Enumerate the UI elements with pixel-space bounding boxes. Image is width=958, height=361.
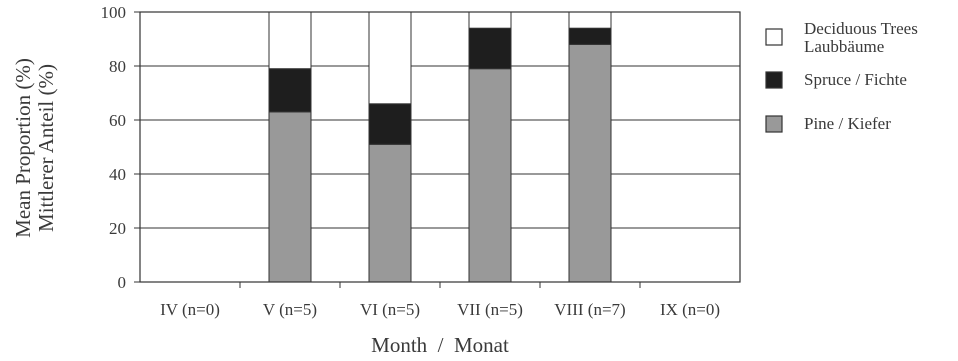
bar-segment (368, 143, 412, 283)
bar-segment (368, 103, 412, 145)
y-tick-label: 0 (118, 273, 127, 292)
gridlines (140, 11, 740, 229)
bar-segment (468, 11, 512, 29)
legend-swatch (765, 115, 783, 133)
y-axis-label-line: Mittlerer Anteil (%) (34, 64, 58, 232)
y-tick-label: 60 (109, 111, 126, 130)
legend-swatch (765, 71, 783, 89)
y-tick-label: 20 (109, 219, 126, 238)
bar-segment (568, 27, 612, 45)
bar-segment (568, 11, 612, 29)
bar-segment (368, 11, 412, 105)
legend-label: Pine / Kiefer (804, 114, 891, 133)
x-tick-label: V (n=5) (263, 300, 317, 319)
bars (268, 11, 612, 283)
y-tick-label: 40 (109, 165, 126, 184)
y-tick-label: 100 (101, 3, 127, 22)
y-axis-label-line: Mean Proportion (%) (11, 58, 35, 238)
x-tick-label: IX (n=0) (660, 300, 720, 319)
x-axis-label: Month / Monat (371, 333, 509, 357)
x-tick-label: VIII (n=7) (554, 300, 625, 319)
legend-label: Deciduous Trees (804, 19, 918, 38)
plot-frame (139, 11, 741, 283)
legend-label: Spruce / Fichte (804, 70, 907, 89)
bar-segment (468, 68, 512, 283)
x-tick-label: IV (n=0) (160, 300, 220, 319)
x-tick-label: VII (n=5) (457, 300, 523, 319)
legend-label: Laubbäume (804, 37, 884, 56)
y-axis-label: Mean Proportion (%)Mittlerer Anteil (%) (11, 58, 58, 238)
bar-segment (268, 68, 312, 113)
bar-segment (468, 27, 512, 70)
bar-segment (268, 11, 312, 70)
legend-swatch (765, 28, 783, 46)
bar-segment (568, 43, 612, 283)
y-tick-label: 80 (109, 57, 126, 76)
x-tick-label: VI (n=5) (360, 300, 420, 319)
bar-segment (268, 111, 312, 283)
axes: 0 20 40 60 80 100 IV (n=0) V (n=5) VI (n=5) VII (… (101, 3, 741, 319)
